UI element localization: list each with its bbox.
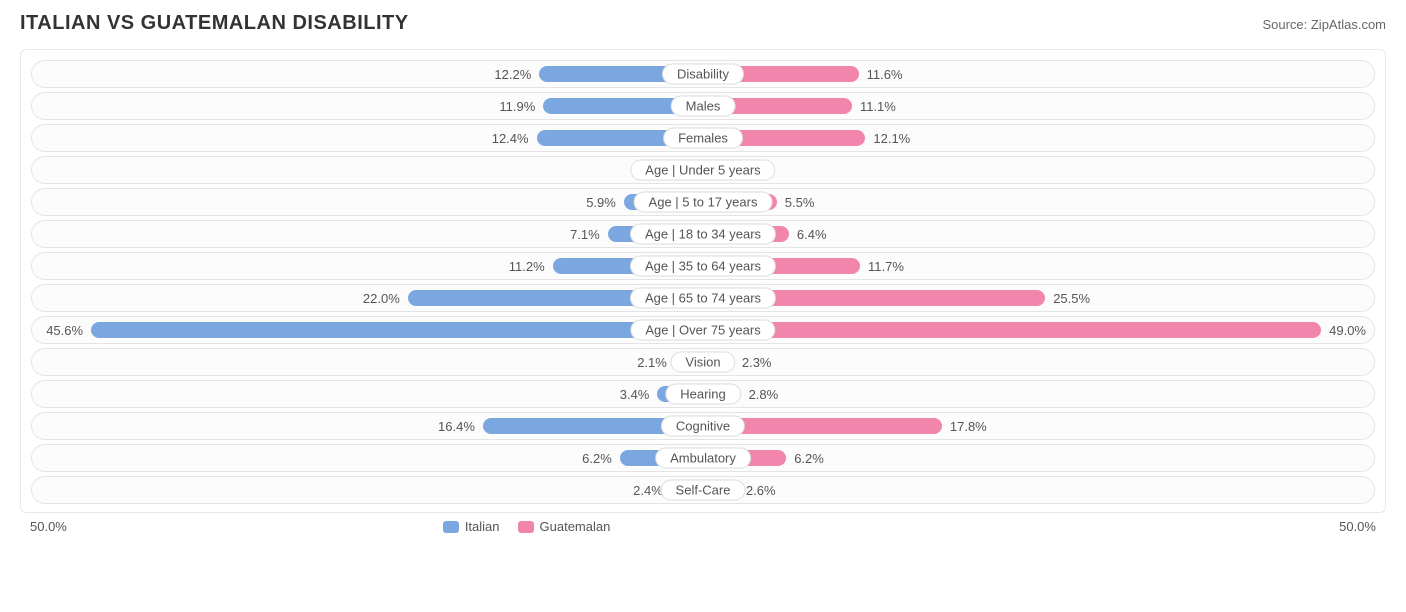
row-right-value: 12.1% [865, 131, 918, 146]
row-right-half: 12.1% [703, 125, 1374, 151]
row-left-half: 11.9% [32, 93, 703, 119]
row-left-value: 11.9% [491, 99, 543, 114]
row-left-half: 22.0% [32, 285, 703, 311]
row-category-label: Cognitive [661, 416, 745, 437]
chart-row: 3.4% 2.8%Hearing [31, 380, 1375, 408]
row-left-half: 2.1% [32, 349, 703, 375]
row-right-value: 5.5% [777, 195, 823, 210]
row-right-half: 1.2% [703, 157, 1374, 183]
row-right-half: 5.5% [703, 189, 1374, 215]
row-category-label: Age | Over 75 years [630, 320, 775, 341]
row-left-half: 5.9% [32, 189, 703, 215]
row-category-label: Age | 65 to 74 years [630, 288, 776, 309]
row-left-half: 2.4% [32, 477, 703, 503]
row-left-half: 6.2% [32, 445, 703, 471]
row-right-half: 11.7% [703, 253, 1374, 279]
row-right-half: 2.3% [703, 349, 1374, 375]
legend-item-left: Italian [443, 519, 500, 534]
row-category-label: Age | 5 to 17 years [634, 192, 773, 213]
chart-row: 12.4% 12.1% Females [31, 124, 1375, 152]
axis-left-max: 50.0% [30, 519, 90, 534]
row-left-value: 2.1% [629, 355, 675, 370]
chart-row: 6.2% 6.2% Ambulatory [31, 444, 1375, 472]
row-left-value: 16.4% [430, 419, 483, 434]
chart-row: 2.4%2.6%Self-Care [31, 476, 1375, 504]
row-left-value: 3.4% [612, 387, 658, 402]
chart-title: ITALIAN VS GUATEMALAN DISABILITY [20, 12, 409, 35]
diverging-bar-chart: 12.2% 11.6% Disability 11.9% 11.1% Males 12.4%… [20, 49, 1386, 513]
row-left-bar [91, 322, 703, 338]
row-category-label: Ambulatory [655, 448, 751, 469]
axis-right-max: 50.0% [1316, 519, 1376, 534]
row-category-label: Self-Care [661, 480, 746, 501]
chart-row: 2.1% 2.3%Vision [31, 348, 1375, 376]
row-left-value: 7.1% [562, 227, 608, 242]
row-category-label: Males [671, 96, 736, 117]
row-left-half: 16.4% [32, 413, 703, 439]
row-left-value: 22.0% [355, 291, 408, 306]
row-category-label: Hearing [665, 384, 741, 405]
chart-row: 16.4% 17.8% Cognitive [31, 412, 1375, 440]
row-right-value: 25.5% [1045, 291, 1098, 306]
row-left-value: 12.2% [486, 67, 539, 82]
chart-source: Source: ZipAtlas.com [1262, 17, 1386, 32]
row-right-half: 2.6% [703, 477, 1374, 503]
row-right-half: 49.0% [703, 317, 1374, 343]
row-right-half: 11.1% [703, 93, 1374, 119]
chart-header: ITALIAN VS GUATEMALAN DISABILITY Source:… [20, 12, 1386, 35]
row-left-half: 45.6% [32, 317, 703, 343]
row-right-value: 11.1% [852, 99, 904, 114]
row-left-half: 12.2% [32, 61, 703, 87]
row-category-label: Females [663, 128, 743, 149]
legend: Italian Guatemalan [443, 519, 611, 534]
chart-row: 45.6% 49.0% Age | Over 75 years [31, 316, 1375, 344]
chart-row: 7.1% 6.4% Age | 18 to 34 years [31, 220, 1375, 248]
row-right-half: 17.8% [703, 413, 1374, 439]
chart-row: 11.9% 11.1% Males [31, 92, 1375, 120]
row-right-half: 11.6% [703, 61, 1374, 87]
row-category-label: Age | 35 to 64 years [630, 256, 776, 277]
row-left-value: 11.2% [501, 259, 553, 274]
legend-label-left: Italian [465, 519, 500, 534]
row-left-value: 6.2% [574, 451, 620, 466]
legend-label-right: Guatemalan [540, 519, 611, 534]
row-right-value: 11.6% [859, 67, 911, 82]
chart-row: 22.0% 25.5% Age | 65 to 74 years [31, 284, 1375, 312]
legend-item-right: Guatemalan [518, 519, 611, 534]
row-right-half: 25.5% [703, 285, 1374, 311]
row-left-value: 12.4% [484, 131, 537, 146]
row-right-value: 17.8% [942, 419, 995, 434]
row-right-bar [703, 322, 1321, 338]
row-left-value: 5.9% [578, 195, 624, 210]
row-right-value: 2.3% [734, 355, 780, 370]
chart-footer: 50.0% Italian Guatemalan 50.0% [20, 519, 1386, 534]
row-right-value: 6.4% [789, 227, 835, 242]
row-left-half: 1.6% [32, 157, 703, 183]
chart-row: 11.2% 11.7% Age | 35 to 64 years [31, 252, 1375, 280]
chart-row: 1.6%1.2%Age | Under 5 years [31, 156, 1375, 184]
row-right-value: 49.0% [1321, 323, 1374, 338]
row-left-value: 45.6% [38, 323, 91, 338]
row-left-half: 11.2% [32, 253, 703, 279]
row-category-label: Disability [662, 64, 744, 85]
chart-row: 12.2% 11.6% Disability [31, 60, 1375, 88]
row-category-label: Age | 18 to 34 years [630, 224, 776, 245]
row-right-value: 11.7% [860, 259, 912, 274]
legend-swatch-left [443, 521, 459, 533]
row-right-half: 6.2% [703, 445, 1374, 471]
row-left-half: 3.4% [32, 381, 703, 407]
chart-row: 5.9% 5.5% Age | 5 to 17 years [31, 188, 1375, 216]
row-right-half: 6.4% [703, 221, 1374, 247]
row-category-label: Age | Under 5 years [630, 160, 775, 181]
row-right-value: 6.2% [786, 451, 832, 466]
row-left-half: 12.4% [32, 125, 703, 151]
row-category-label: Vision [670, 352, 735, 373]
row-left-half: 7.1% [32, 221, 703, 247]
legend-swatch-right [518, 521, 534, 533]
row-right-half: 2.8% [703, 381, 1374, 407]
row-right-value: 2.8% [741, 387, 787, 402]
